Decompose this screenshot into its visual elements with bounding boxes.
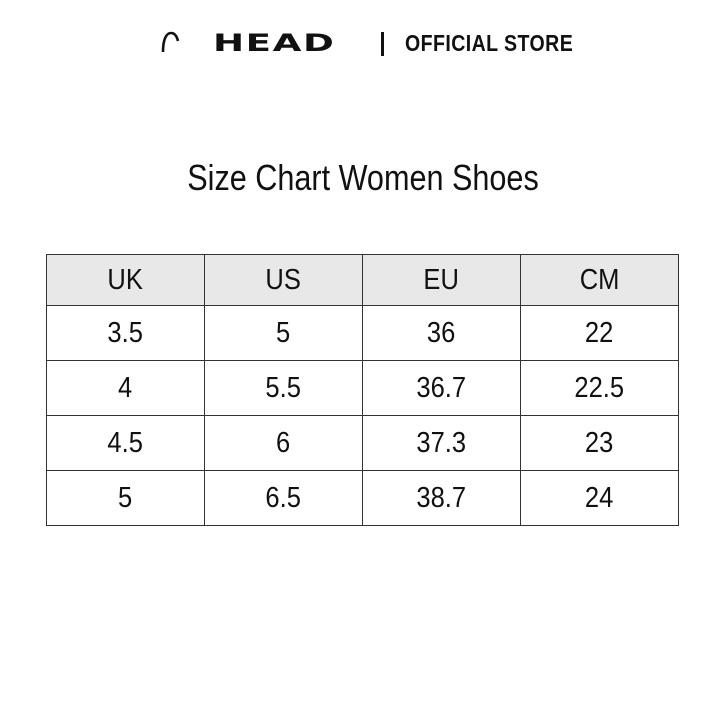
column-header: EU	[362, 254, 521, 306]
table-cell: 24	[520, 470, 679, 526]
page-title: Size Chart Women Shoes	[187, 157, 539, 198]
table-row: 5 6.5 38.7 24	[46, 470, 679, 526]
table-cell: 5	[204, 305, 363, 361]
table-cell: 6	[204, 415, 363, 471]
column-header: US	[204, 254, 363, 306]
table-cell: 38.7	[362, 470, 521, 526]
table-cell: 5.5	[204, 360, 363, 416]
table-cell: 6.5	[204, 470, 363, 526]
table-cell: 36	[362, 305, 521, 361]
store-label: OFFICIAL STORE	[405, 30, 574, 56]
table-cell: 22	[520, 305, 679, 361]
table-cell: 37.3	[362, 415, 521, 471]
table-header-row: UK US EU CM	[46, 254, 679, 306]
table-row: 4 5.5 36.7 22.5	[46, 360, 679, 416]
table-row: 4.5 6 37.3 23	[46, 415, 679, 471]
head-logo-icon	[161, 31, 180, 53]
table-cell: 3.5	[46, 305, 205, 361]
table-cell: 5	[46, 470, 205, 526]
header: HEAD OFFICIAL STORE	[0, 26, 726, 60]
table-cell: 22.5	[520, 360, 679, 416]
column-header: CM	[520, 254, 679, 306]
brand-logo: HEAD	[213, 29, 336, 57]
table-cell: 36.7	[362, 360, 521, 416]
table-cell: 4	[46, 360, 205, 416]
divider	[381, 32, 384, 56]
size-chart-table: UK US EU CM 3.5 5 36 22 4 5.5 36.7 22.5 4.5 6 37.3…	[46, 254, 679, 526]
column-header: UK	[46, 254, 205, 306]
table-row: 3.5 5 36 22	[46, 305, 679, 361]
table-cell: 4.5	[46, 415, 205, 471]
table-cell: 23	[520, 415, 679, 471]
